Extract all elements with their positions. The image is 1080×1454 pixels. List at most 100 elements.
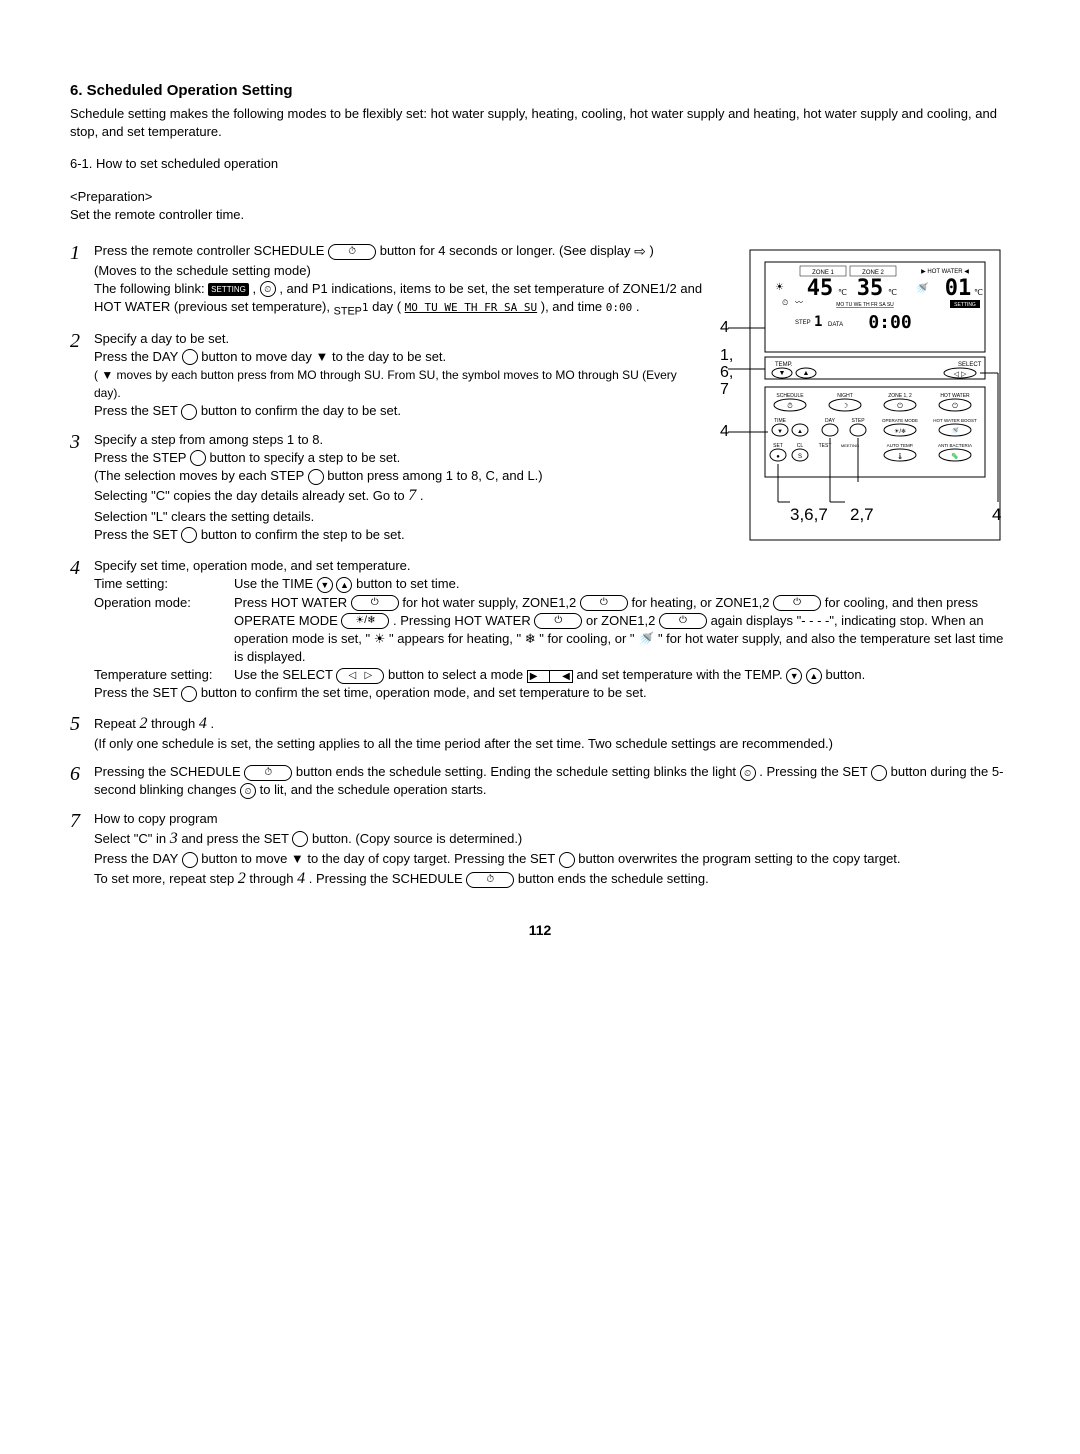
controller-diagram: ZONE 1 ZONE 2 ▶ HOT WATER ◀ ☀ 45 ℃ 35 ℃ … [720,242,1010,557]
step-number: 4 [70,557,94,579]
text: Select "C" in [94,831,170,846]
text: Specify a day to be set. [94,331,229,346]
step-3: 3 Specify a step from among steps 1 to 8… [70,431,704,544]
text: button. [825,667,865,682]
snow-icon: ❄ [525,631,536,646]
set-button-icon [559,852,575,868]
svg-text:ANTI BACTERIA: ANTI BACTERIA [938,443,972,448]
text: . Pressing HOT WATER [393,613,534,628]
sun-icon: ☀ [374,631,386,646]
svg-text:7: 7 [720,381,729,398]
svg-text:▶ HOT WATER ◀: ▶ HOT WATER ◀ [921,269,969,275]
step-number: 6 [70,763,94,785]
svg-text:01: 01 [945,276,972,301]
svg-text:SET: SET [773,443,783,449]
set-button-icon [181,527,197,543]
svg-text:🦠: 🦠 [951,452,959,460]
svg-text:MEETING: MEETING [841,443,859,448]
set-button-icon [871,765,887,781]
svg-text:2,7: 2,7 [850,505,874,524]
text: button to move ▼ to the day of copy targ… [201,851,558,866]
svg-text:🚿: 🚿 [951,426,960,435]
text: Use the SELECT [234,667,336,682]
svg-text:⏱: ⏱ [787,402,793,410]
ref-4: 4 [297,870,305,887]
text: button ends the schedule setting. Ending… [296,764,740,779]
text: day ( [372,299,401,314]
text: (Moves to the schedule setting mode) [94,263,311,278]
ref-2: 2 [238,870,246,887]
svg-text:NIGHT: NIGHT [837,393,853,399]
schedule-button-icon: ⏱ [244,765,292,781]
text: to lit, and the schedule operation start… [260,782,487,797]
svg-text:AUTO TEMP.: AUTO TEMP. [887,443,914,448]
operate-mode-icon: ☀/❄ [341,613,389,629]
step-button-icon [308,469,324,485]
step-number: 2 [70,330,94,352]
text: through [249,871,297,886]
clock-icon: ⏲ [260,281,276,297]
text: " appears for heating, " [389,631,521,646]
svg-text:▲: ▲ [803,370,810,377]
text: button to set time. [356,576,459,591]
text: Press the DAY [94,851,182,866]
text: Specify set time, operation mode, and se… [94,558,411,573]
svg-text:〰: 〰 [795,298,803,307]
svg-text:☀/❄: ☀/❄ [894,428,906,435]
day-button-icon [182,852,198,868]
svg-text:⏻: ⏻ [952,402,958,410]
step-7: 7 How to copy program Select "C" in 3 an… [70,810,1010,891]
text: Press the SET [94,685,181,700]
text: button to move day ▼ to the day to be se… [201,349,446,364]
svg-text:🚿: 🚿 [915,282,929,295]
text: Repeat [94,716,140,731]
svg-text:4: 4 [720,423,729,440]
time-setting-label: Time setting: [94,575,234,593]
svg-text:35: 35 [857,276,884,301]
text: for hot water supply, ZONE1,2 [402,595,580,610]
up-icon: ▲ [806,668,822,684]
text: and set temperature with the TEMP. [576,667,786,682]
text: Press the SET [94,527,181,542]
schedule-button-icon: ⏱ [328,244,376,260]
power-icon: ⏻ [351,595,399,611]
svg-text:STEP: STEP [851,418,865,424]
operation-mode-label: Operation mode: [94,594,234,667]
text: Press the STEP [94,450,190,465]
set-button-icon [292,831,308,847]
text: for heating, or ZONE1,2 [632,595,774,610]
step-button-icon [190,450,206,466]
step-6: 6 Pressing the SCHEDULE ⏱ button ends th… [70,763,1010,799]
power-icon: ⏻ [773,595,821,611]
svg-text:CL: CL [797,443,804,449]
mode-indicator-icon: ▶ [527,670,551,683]
text: Specify a step from among steps 1 to 8. [94,432,323,447]
svg-text:DAY: DAY [825,418,836,424]
text: How to copy program [94,811,218,826]
svg-text:SCHEDULE: SCHEDULE [776,393,804,399]
text: or ZONE1,2 [586,613,659,628]
step-1: 1 Press the remote controller SCHEDULE ⏱… [70,242,704,320]
text: , [252,281,259,296]
text: button to confirm the set time, operatio… [201,685,647,700]
step-mono: 1 [362,301,369,314]
svg-text:ZONE 1, 2: ZONE 1, 2 [888,393,912,399]
text: (The selection moves by each STEP [94,468,308,483]
text: . Pressing the SCHEDULE [309,871,467,886]
down-icon: ▼ [317,577,333,593]
svg-text:▼: ▼ [777,429,783,435]
svg-text:℃: ℃ [838,288,847,297]
svg-text:TEST: TEST [819,443,832,449]
step-number: 5 [70,713,94,735]
select-lr-icon: ◁ ▷ [336,668,384,684]
ref-4: 4 [199,715,207,732]
text: button overwrites the program setting to… [578,851,900,866]
svg-text:4: 4 [720,319,729,336]
day-button-icon [182,349,198,365]
text: ) [649,243,653,258]
svg-text:1,: 1, [720,347,733,364]
power-icon: ⏻ [580,595,628,611]
set-button-icon [181,686,197,702]
text: button. (Copy source is determined.) [312,831,522,846]
svg-text:1: 1 [814,314,822,330]
